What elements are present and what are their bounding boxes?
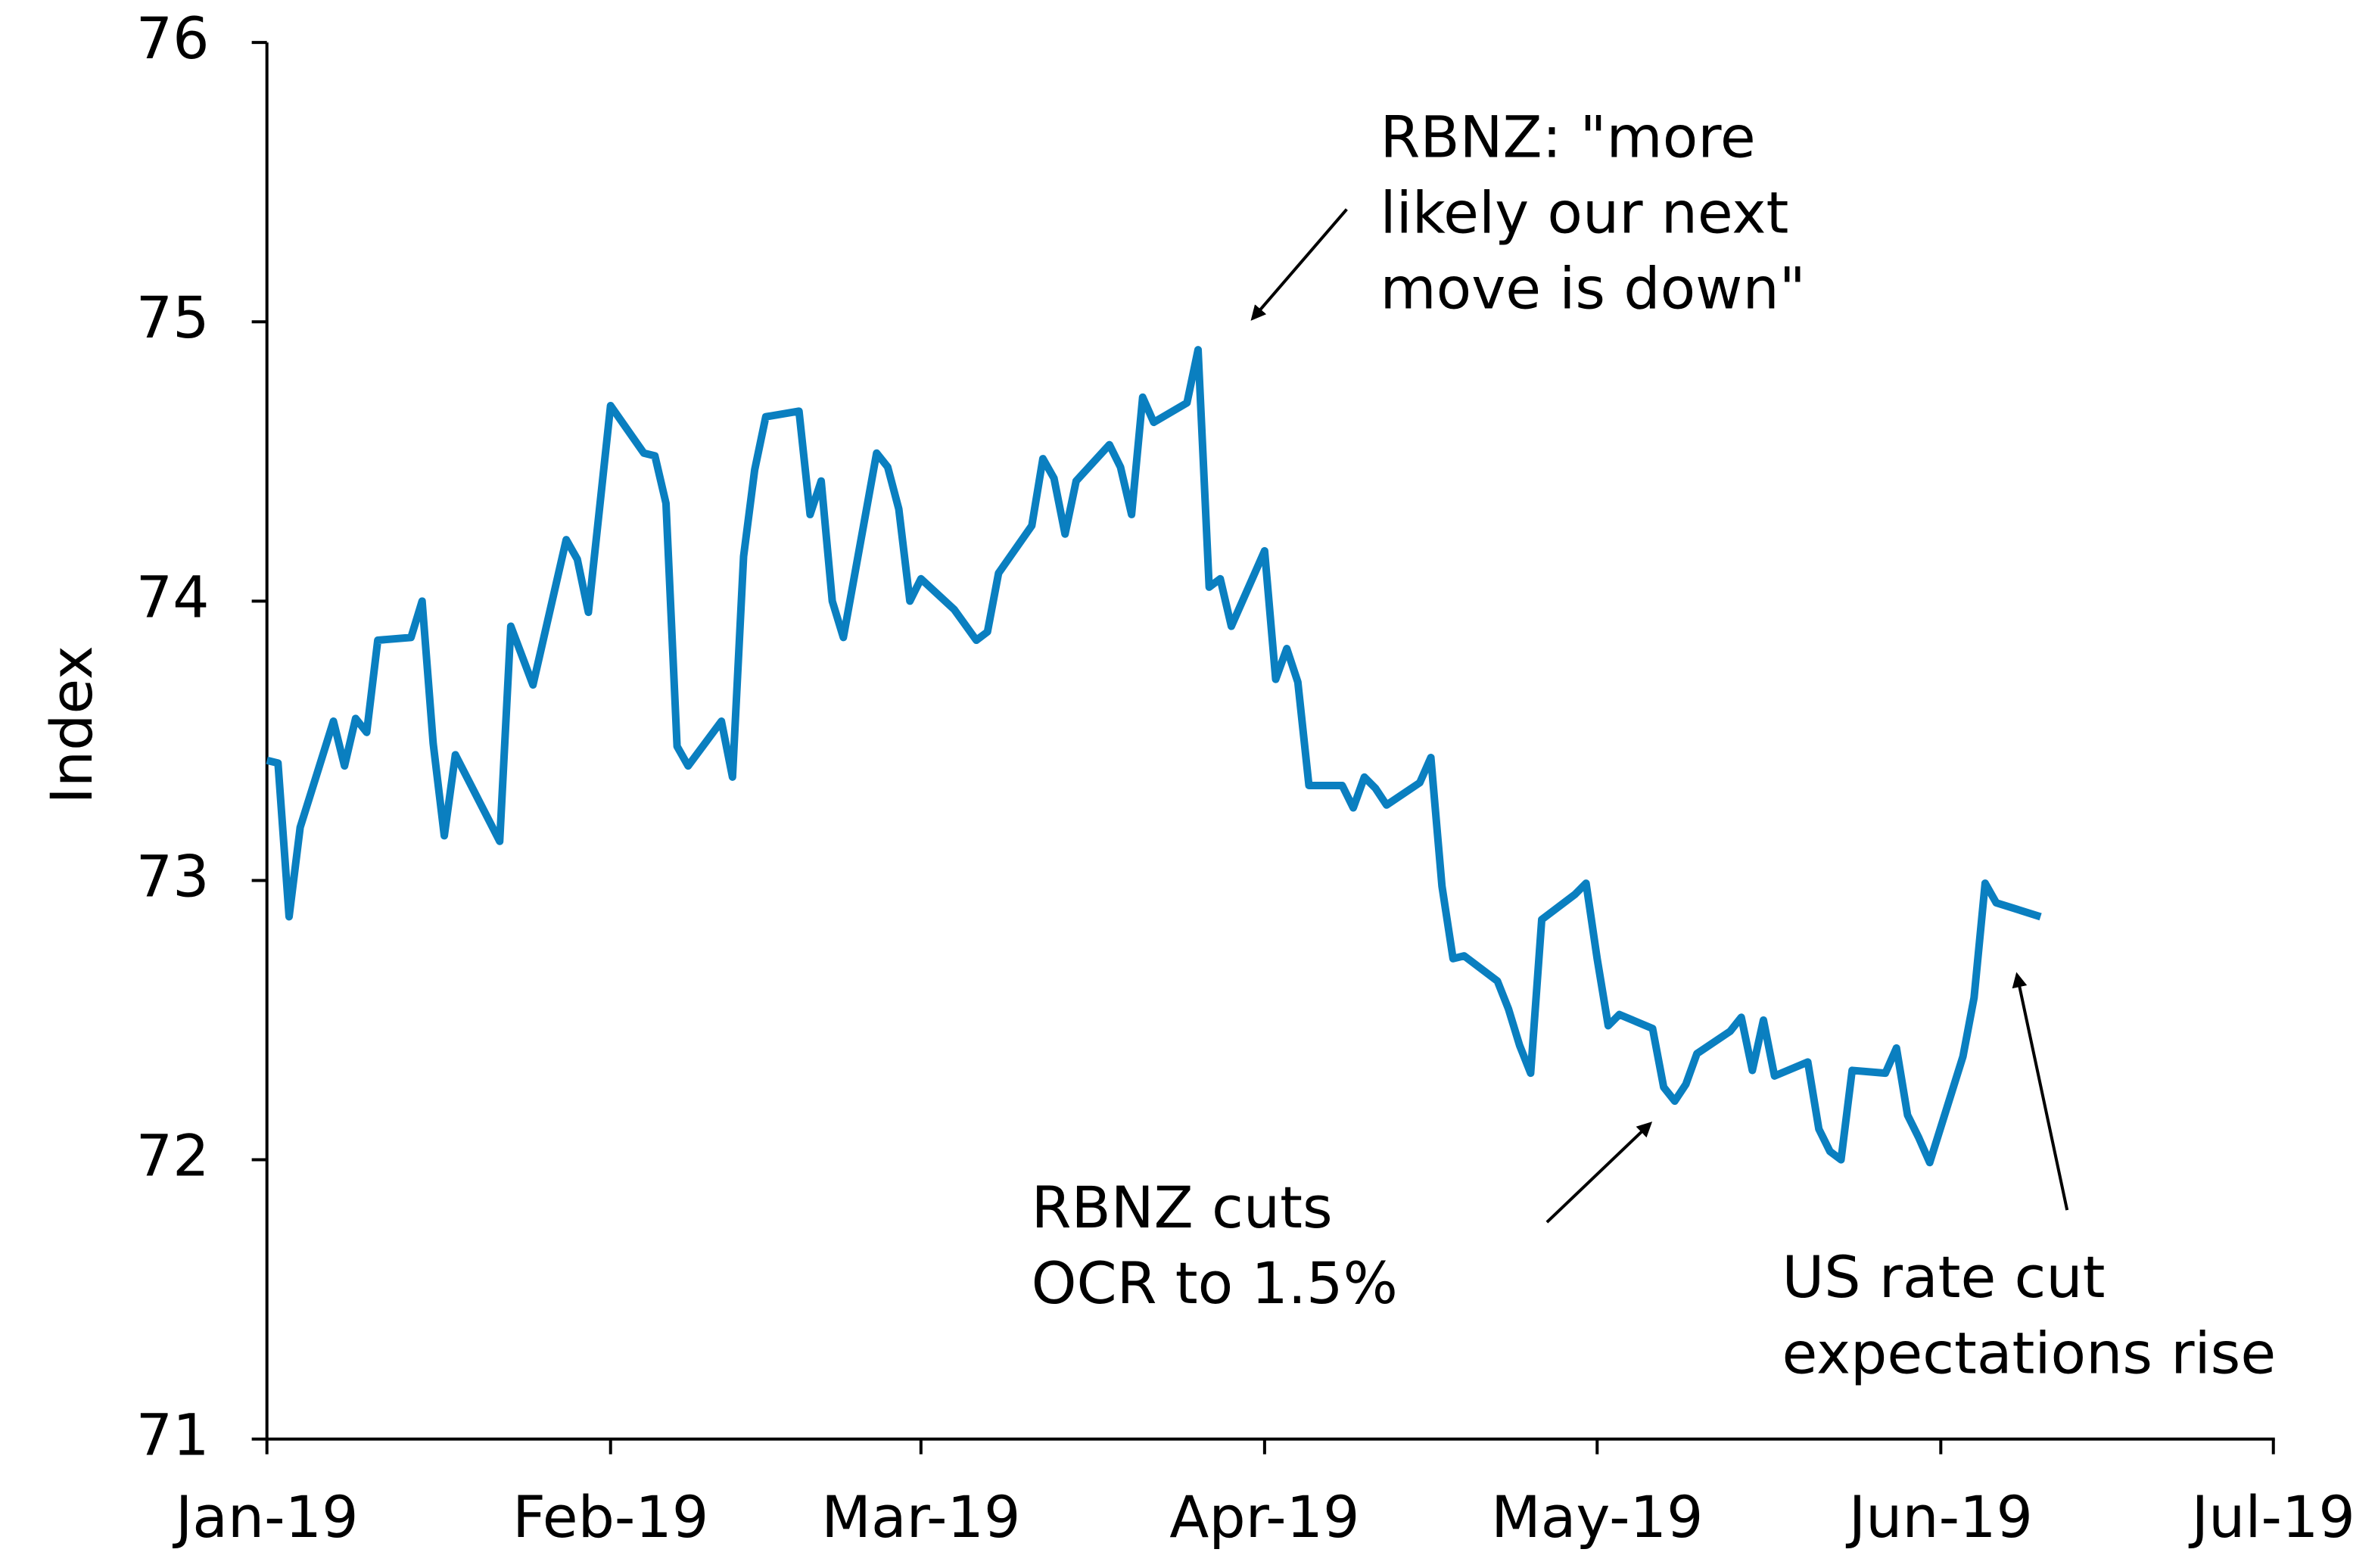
annotation: move is down" [1380,255,1805,322]
x-tick-label: Jan-19 [173,1483,359,1551]
annotation: RBNZ: "more [1380,103,1755,170]
x-tick-label: Jun-19 [1846,1483,2033,1551]
annotation: US rate cut [1782,1243,2105,1311]
annotation: expectations rise [1782,1319,2276,1386]
line-series [266,346,2042,1167]
y-tick-label: 74 [136,563,210,630]
arrow [1545,1122,1653,1224]
x-tick-label: Feb-19 [512,1483,708,1551]
y-tick-label: 72 [136,1122,210,1190]
annotation: OCR to 1.5% [1032,1249,1398,1317]
annotation: RBNZ cuts [1032,1174,1333,1241]
y-axis-label: Index [38,646,105,804]
x-tick-label: May-19 [1491,1483,1703,1551]
x-tick-label: Mar-19 [821,1483,1020,1551]
y-tick-label: 76 [136,5,210,72]
annotation: likely our next [1380,179,1788,247]
y-tick-label: 71 [136,1402,210,1469]
x-tick-label: Jul-19 [2189,1483,2355,1551]
y-tick-label: 75 [136,284,210,351]
x-tick-label: Apr-19 [1169,1483,1359,1551]
y-tick-label: 73 [136,842,210,910]
arrow [1250,208,1348,321]
arrow [2012,972,2069,1211]
